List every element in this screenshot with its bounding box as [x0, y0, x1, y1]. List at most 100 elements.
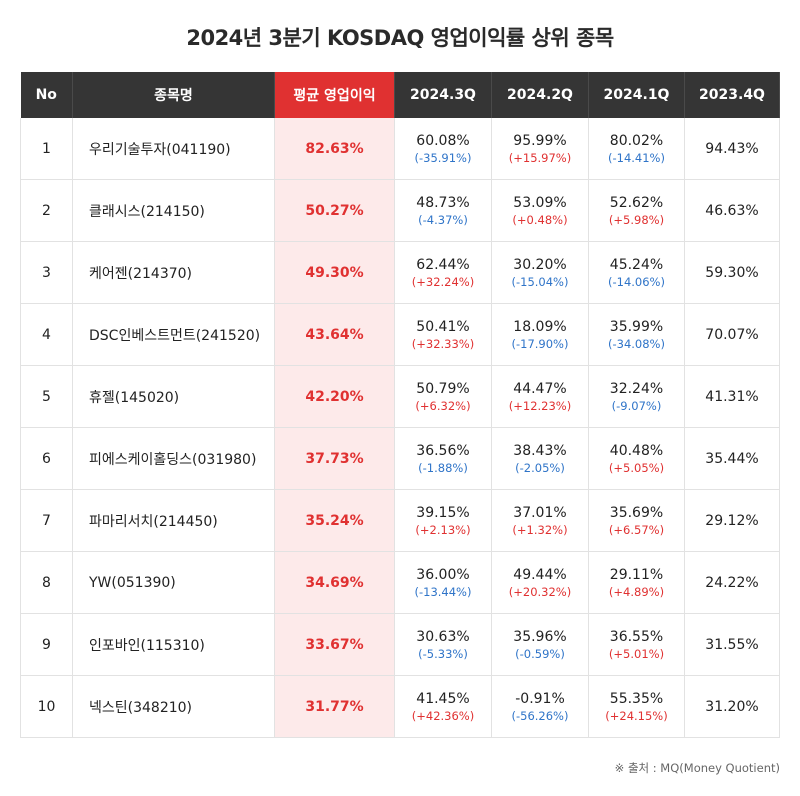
header-no: No: [20, 72, 73, 118]
margin-change: (+6.57%): [608, 522, 665, 537]
quarter-q2: 53.09% (+0.48%): [491, 179, 589, 242]
row-no: 10: [20, 675, 73, 738]
quarter-q2: 37.01% (+1.32%): [491, 489, 589, 552]
quarter-q4-2023: 94.43%: [684, 118, 780, 180]
margin-change: (+1.32%): [512, 522, 568, 537]
quarter-q1: 52.62% (+5.98%): [588, 179, 685, 242]
row-no: 3: [20, 241, 73, 304]
margin-change: (-9.07%): [611, 398, 662, 413]
margin-value: 95.99%: [513, 132, 567, 149]
stock-name: 피에스케이홀딩스(031980): [72, 427, 275, 490]
margin-value: 52.62%: [609, 194, 664, 211]
header-name: 종목명: [72, 72, 275, 118]
quarter-q4-2023: 31.55%: [684, 613, 780, 676]
margin-change: (-14.06%): [608, 274, 665, 289]
quarter-q3: 60.08% (-35.91%): [394, 118, 492, 180]
avg-margin: 35.24%: [274, 489, 395, 552]
source-note: ※ 출처 : MQ(Money Quotient): [614, 761, 780, 775]
quarter-q2: -0.91% (-56.26%): [491, 675, 589, 738]
table-row: 8 YW(051390) 34.69% 36.00% (-13.44%) 49.44% (+…: [20, 551, 780, 614]
avg-margin: 43.64%: [274, 303, 395, 366]
ranking-table: No 종목명 평균 영업이익 2024.3Q 2024.2Q 2024.1Q 2…: [20, 72, 780, 738]
quarter-q1: 55.35% (+24.15%): [588, 675, 685, 738]
quarter-q4-2023: 35.44%: [684, 427, 780, 490]
margin-value: 36.56%: [416, 442, 470, 459]
margin-value: 50.41%: [416, 318, 470, 335]
header-2024-3q: 2024.3Q: [394, 72, 492, 118]
avg-margin: 50.27%: [274, 179, 395, 242]
margin-change: (-1.88%): [418, 460, 468, 475]
quarter-q1: 32.24% (-9.07%): [588, 365, 685, 428]
quarter-q1: 45.24% (-14.06%): [588, 241, 685, 304]
row-no: 1: [20, 118, 73, 180]
table-row: 2 클래시스(214150) 50.27% 48.73% (-4.37%) 53.09%(…: [20, 179, 780, 242]
quarter-q2: 44.47% (+12.23%): [491, 365, 589, 428]
margin-value: 35.96%: [513, 628, 567, 645]
quarter-q4-2023: 41.31%: [684, 365, 780, 428]
page-title: 2024년 3분기 KOSDAQ 영업이익률 상위 종목: [186, 26, 614, 50]
margin-value: 35.99%: [609, 318, 664, 335]
margin-change: (+12.23%): [508, 398, 572, 413]
margin-change: (-15.04%): [511, 274, 569, 289]
stock-name: 우리기술투자(041190): [72, 118, 275, 180]
table-row: 1 우리기술투자(041190) 82.63% 60.08% (-35.91%) 95.9…: [20, 118, 780, 180]
table-row: 6 피에스케이홀딩스(031980) 37.73% 36.56% (-1.88%) 38.…: [20, 427, 780, 490]
margin-change: (+5.05%): [608, 460, 665, 475]
margin-change: (+6.32%): [415, 398, 471, 413]
margin-value: 45.24%: [609, 256, 664, 273]
stock-name: DSC인베스트먼트(241520): [72, 303, 275, 366]
margin-value: 40.48%: [609, 442, 664, 459]
quarter-q4-2023: 24.22%: [684, 551, 780, 614]
margin-change: (+32.24%): [411, 274, 475, 289]
margin-change: (+42.36%): [411, 708, 475, 723]
margin-value: 53.09%: [513, 194, 567, 211]
row-no: 7: [20, 489, 73, 552]
margin-value: 30.20%: [513, 256, 567, 273]
quarter-q4-2023: 31.20%: [684, 675, 780, 738]
quarter-q2: 95.99% (+15.97%): [491, 118, 589, 180]
margin-change: (+32.33%): [411, 336, 475, 351]
margin-value: -0.91%: [515, 690, 565, 707]
table-row: 10 넥스틴(348210) 31.77% 41.45% (+42.36%) -0.91%…: [20, 675, 780, 738]
margin-change: (+2.13%): [415, 522, 471, 537]
quarter-q4-2023: 29.12%: [684, 489, 780, 552]
margin-change: (+5.98%): [608, 212, 665, 227]
margin-change: (-14.41%): [608, 150, 665, 165]
quarter-q3: 41.45% (+42.36%): [394, 675, 492, 738]
margin-value: 30.63%: [416, 628, 470, 645]
quarter-q2: 38.43% (-2.05%): [491, 427, 589, 490]
row-no: 2: [20, 179, 73, 242]
stock-name: 인포바인(115310): [72, 613, 275, 676]
table-header-row: No 종목명 평균 영업이익 2024.3Q 2024.2Q 2024.1Q 2…: [20, 72, 780, 118]
stock-name: 휴젤(145020): [72, 365, 275, 428]
margin-value: 32.24%: [609, 380, 664, 397]
quarter-q3: 50.79% (+6.32%): [394, 365, 492, 428]
stock-name: 클래시스(214150): [72, 179, 275, 242]
stock-name: 넥스틴(348210): [72, 675, 275, 738]
quarter-q2: 18.09% (-17.90%): [491, 303, 589, 366]
margin-change: (+0.48%): [512, 212, 568, 227]
header-2023-4q: 2023.4Q: [684, 72, 780, 118]
margin-change: (-5.33%): [418, 646, 468, 661]
quarter-q3: 50.41% (+32.33%): [394, 303, 492, 366]
table-row: 5 휴젤(145020) 42.20% 50.79% (+6.32%) 44.47% (+1…: [20, 365, 780, 428]
quarter-q2: 49.44% (+20.32%): [491, 551, 589, 614]
table-row: 3 케어젠(214370) 49.30% 62.44% (+32.24%) 30.20%(…: [20, 241, 780, 304]
stock-name: 케어젠(214370): [72, 241, 275, 304]
margin-value: 60.08%: [416, 132, 470, 149]
margin-value: 50.79%: [416, 380, 470, 397]
avg-margin: 34.69%: [274, 551, 395, 614]
avg-margin: 42.20%: [274, 365, 395, 428]
quarter-q3: 36.56% (-1.88%): [394, 427, 492, 490]
margin-change: (+24.15%): [605, 708, 668, 723]
margin-value: 36.55%: [609, 628, 664, 645]
avg-margin: 33.67%: [274, 613, 395, 676]
quarter-q1: 80.02% (-14.41%): [588, 118, 685, 180]
margin-change: (-17.90%): [511, 336, 569, 351]
quarter-q3: 48.73% (-4.37%): [394, 179, 492, 242]
header-2024-1q: 2024.1Q: [588, 72, 685, 118]
margin-value: 55.35%: [609, 690, 664, 707]
quarter-q3: 36.00% (-13.44%): [394, 551, 492, 614]
margin-value: 48.73%: [416, 194, 470, 211]
table-row: 4 DSC인베스트먼트(241520) 43.64% 50.41% (+32.33%) 1…: [20, 303, 780, 366]
